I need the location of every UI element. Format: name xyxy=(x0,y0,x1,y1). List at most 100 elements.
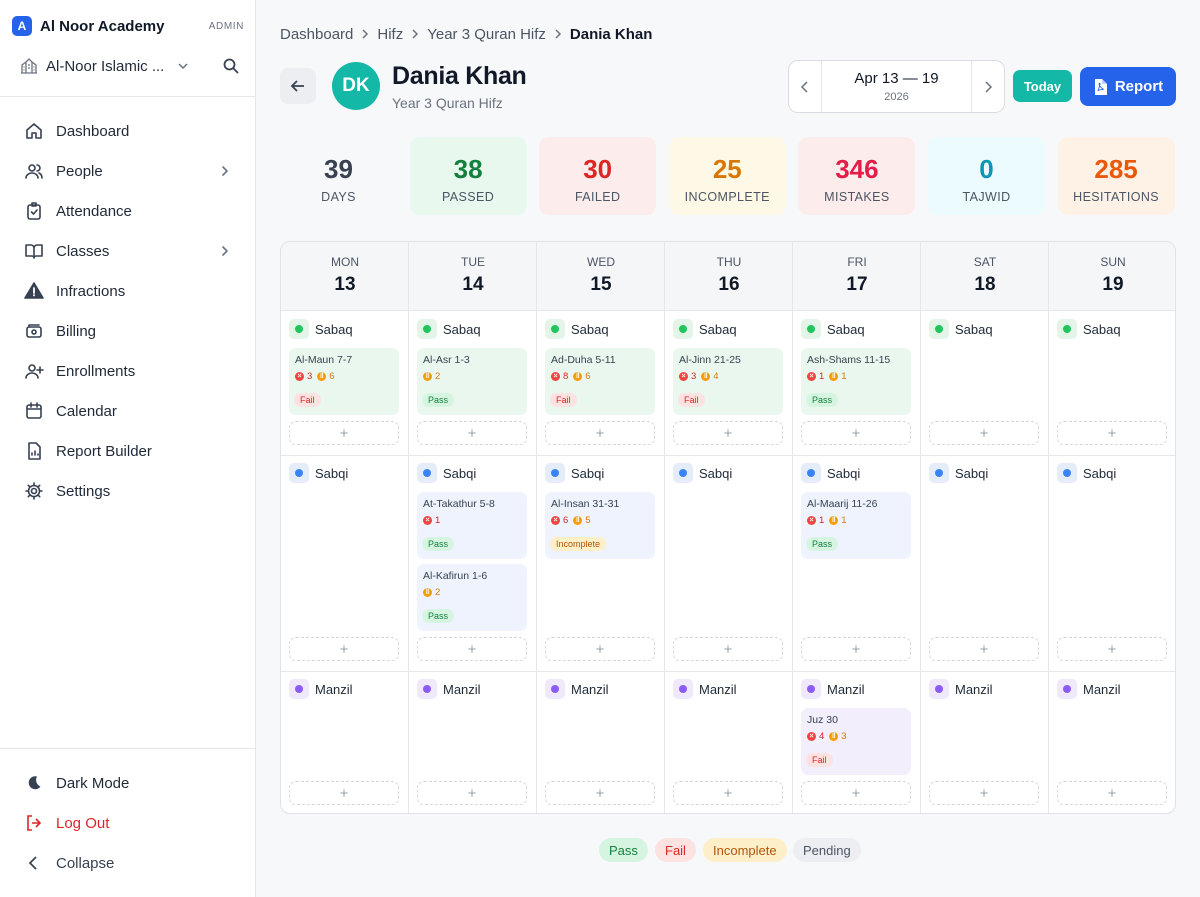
add-entry-button[interactable]: + xyxy=(929,421,1039,445)
sidebar-divider xyxy=(0,748,256,749)
hesitations-value: 2 xyxy=(435,587,441,598)
add-entry-button[interactable]: + xyxy=(545,637,655,661)
entry-card[interactable]: Ad-Duha 5-11 × 8 ‖ 6 Fail xyxy=(545,348,655,415)
add-entry-button[interactable]: + xyxy=(545,421,655,445)
entry-card[interactable]: At-Takathur 5-8 × 1 Pass xyxy=(417,492,527,559)
legend-pass: Pass xyxy=(599,838,648,862)
mistakes-count: × 6 xyxy=(551,515,568,526)
sidebar-item-people[interactable]: People xyxy=(24,159,232,183)
entry-surah: Juz 30 xyxy=(807,714,838,726)
collapse-button[interactable]: Collapse xyxy=(24,851,232,875)
add-entry-button[interactable]: + xyxy=(289,637,399,661)
add-entry-button[interactable]: + xyxy=(673,781,783,805)
dark-mode-toggle[interactable]: Dark Mode xyxy=(24,771,232,795)
add-entry-button[interactable]: + xyxy=(801,637,911,661)
track-label-manzil: Manzil xyxy=(289,678,353,700)
stat-card-incomplete: 25 INCOMPLETE xyxy=(668,137,786,215)
add-entry-button[interactable]: + xyxy=(801,421,911,445)
add-entry-button[interactable]: + xyxy=(673,637,783,661)
student-name: Dania Khan xyxy=(392,62,527,90)
stat-value: 0 xyxy=(979,154,994,184)
track-dot-icon xyxy=(1057,679,1077,699)
mistakes-value: 4 xyxy=(819,731,825,742)
track-name: Sabaq xyxy=(699,321,737,337)
entry-surah: Al-Kafirun 1-6 xyxy=(423,570,488,582)
breadcrumb-hifz[interactable]: Hifz xyxy=(377,25,404,43)
add-entry-button[interactable]: + xyxy=(1057,781,1167,805)
sidebar-item-dashboard[interactable]: Dashboard xyxy=(24,119,232,143)
breadcrumb-dashboard[interactable]: Dashboard xyxy=(280,25,354,43)
mistakes-value: 6 xyxy=(563,515,569,526)
sidebar-item-classes[interactable]: Classes xyxy=(24,239,232,263)
next-week-button[interactable] xyxy=(972,61,1004,112)
mistake-icon: × xyxy=(295,372,304,381)
hesitations-value: 1 xyxy=(841,515,847,526)
add-entry-button[interactable]: + xyxy=(289,781,399,805)
day-name: SAT xyxy=(973,255,997,269)
add-entry-button[interactable]: + xyxy=(673,421,783,445)
sidebar-item-enrollments[interactable]: Enrollments xyxy=(24,359,232,383)
track-name: Sabaq xyxy=(315,321,353,337)
add-entry-button[interactable]: + xyxy=(801,781,911,805)
add-entry-button[interactable]: + xyxy=(417,421,527,445)
entry-card[interactable]: Al-Insan 31-31 × 6 ‖ 5 Incomplete xyxy=(545,492,655,559)
add-entry-button[interactable]: + xyxy=(929,637,1039,661)
track-label-manzil: Manzil xyxy=(545,678,609,700)
mistakes-count: × 4 xyxy=(807,731,824,742)
prev-week-button[interactable] xyxy=(789,61,821,112)
hesitations-count: ‖ 6 xyxy=(317,371,335,382)
entry-card[interactable]: Al-Maarij 11-26 × 1 ‖ 1 Pass xyxy=(801,492,911,559)
sidebar-item-settings[interactable]: Settings xyxy=(24,479,232,503)
building-icon xyxy=(21,58,37,74)
sidebar-item-calendar[interactable]: Calendar xyxy=(24,399,232,423)
entry-surah: Al-Jinn 21-25 xyxy=(679,354,741,366)
logout-button[interactable]: Log Out xyxy=(24,811,232,835)
track-label-manzil: Manzil xyxy=(929,678,993,700)
stat-label: DAYS xyxy=(321,190,356,204)
entry-card[interactable]: Al-Jinn 21-25 × 3 ‖ 4 Fail xyxy=(673,348,783,415)
entry-card[interactable]: Ash-Shams 11-15 × 1 ‖ 1 Pass xyxy=(801,348,911,415)
stat-value: 38 xyxy=(453,154,483,184)
entry-card[interactable]: Al-Maun 7-7 × 3 ‖ 6 Fail xyxy=(289,348,399,415)
add-entry-button[interactable]: + xyxy=(929,781,1039,805)
chevron-left-icon xyxy=(28,856,37,870)
entry-card[interactable]: Al-Asr 1-3 ‖ 2 Pass xyxy=(417,348,527,415)
entry-card[interactable]: Juz 30 × 4 ‖ 3 Fail xyxy=(801,708,911,775)
add-entry-button[interactable]: + xyxy=(289,421,399,445)
report-icon xyxy=(28,442,41,460)
stat-value: 30 xyxy=(583,154,613,184)
hesitations-count: ‖ 2 xyxy=(423,371,440,382)
breadcrumb-current: Dania Khan xyxy=(569,25,653,43)
add-entry-button[interactable]: + xyxy=(1057,421,1167,445)
sidebar-item-attendance[interactable]: Attendance xyxy=(24,199,232,223)
search-icon[interactable] xyxy=(222,57,240,75)
week-range[interactable]: Apr 13 — 19 2026 xyxy=(821,61,972,112)
stat-card-days: 39 DAYS xyxy=(280,137,397,215)
add-entry-button[interactable]: + xyxy=(417,637,527,661)
hesitation-icon: ‖ xyxy=(701,372,711,381)
track-label-sabqi: Sabqi xyxy=(801,462,860,484)
entry-surah: At-Takathur 5-8 xyxy=(423,498,495,510)
track-dot-icon xyxy=(545,679,565,699)
sidebar-item-label: Infractions xyxy=(56,282,126,300)
today-button[interactable]: Today xyxy=(1013,70,1072,102)
stat-label: FAILED xyxy=(574,190,621,204)
back-button[interactable] xyxy=(280,68,316,104)
sidebar-item-report-builder[interactable]: Report Builder xyxy=(24,439,232,463)
report-button[interactable]: Report xyxy=(1080,67,1176,106)
sidebar-item-billing[interactable]: Billing xyxy=(24,319,232,343)
entry-card[interactable]: Al-Kafirun 1-6 ‖ 2 Pass xyxy=(417,564,527,631)
add-entry-button[interactable]: + xyxy=(1057,637,1167,661)
school-selector[interactable]: Al-Noor Islamic ... xyxy=(20,56,240,76)
sidebar-item-infractions[interactable]: Infractions xyxy=(24,279,232,303)
track-dot-icon xyxy=(417,319,437,339)
breadcrumb-class[interactable]: Year 3 Quran Hifz xyxy=(427,25,546,43)
day-name: THU xyxy=(716,255,742,269)
track-dot-icon xyxy=(673,463,693,483)
logout-icon xyxy=(27,815,42,831)
track-dot-icon xyxy=(929,319,949,339)
add-entry-button[interactable]: + xyxy=(545,781,655,805)
add-entry-button[interactable]: + xyxy=(417,781,527,805)
track-dot-icon xyxy=(417,463,437,483)
track-name: Sabaq xyxy=(1083,321,1121,337)
